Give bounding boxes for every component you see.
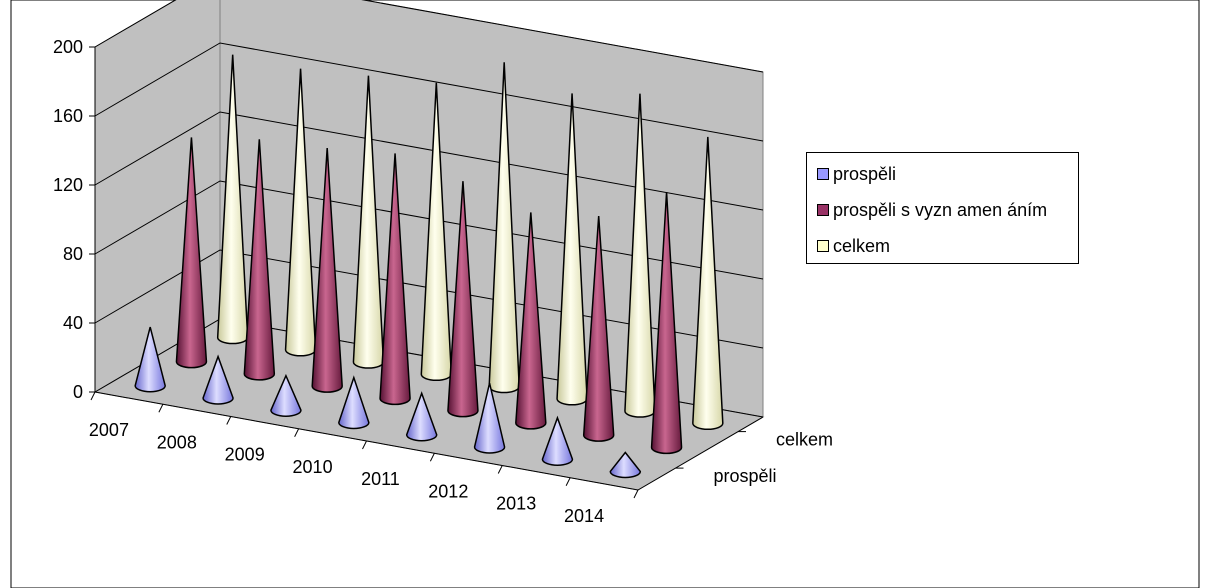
y-tick-label: 120 — [53, 175, 83, 195]
legend-label: prospěli — [833, 163, 897, 184]
cone-body — [270, 373, 302, 417]
x-tick — [158, 404, 164, 413]
cone-prospěli-s-vyznamenáním-2012 — [515, 212, 547, 430]
depth-tick-label: prospěli — [714, 466, 777, 486]
cone-body — [175, 137, 208, 369]
cone-body — [243, 139, 276, 381]
x-tick-label: 2011 — [361, 469, 400, 489]
gridline-200 — [94, 0, 764, 73]
cone-prospěli-2008 — [202, 354, 234, 405]
cone-body — [650, 192, 683, 455]
legend-item-prospeli: prospěli — [817, 163, 896, 185]
legend-swatch-prospeli — [817, 168, 829, 180]
x-tick-label: 2009 — [225, 445, 265, 465]
x-tick — [565, 477, 571, 486]
cone-body — [311, 148, 343, 393]
x-tick — [633, 489, 639, 499]
x-tick — [90, 391, 96, 401]
x-tick — [362, 440, 367, 450]
cone-body — [379, 153, 411, 406]
cone-body — [515, 212, 547, 430]
cone-prospěli-2012 — [473, 382, 506, 454]
legend-swatch-celkem — [817, 240, 829, 252]
x-tick — [497, 465, 503, 474]
cone-prospěli-2010 — [338, 375, 370, 430]
x-tick — [294, 428, 300, 437]
cone-prospěli-2009 — [270, 373, 302, 417]
cone-prospěli-s-vyznamenáním-2007 — [175, 137, 208, 369]
cone-body — [473, 382, 506, 454]
x-tick-label: 2013 — [496, 494, 536, 514]
cone-body — [609, 451, 642, 479]
y-tick-label: 40 — [63, 313, 83, 333]
gridline-80 — [94, 180, 764, 280]
y-tick-label: 200 — [53, 37, 83, 57]
x-tick-label: 2014 — [564, 506, 604, 526]
legend-swatch-prospeli-s-vyznamenanim — [817, 204, 829, 216]
cone-prospěli-s-vyznamenáním-2010 — [379, 153, 411, 406]
cone-prospěli-s-vyznamenáním-2014 — [650, 192, 683, 455]
cone-prospěli-2011 — [405, 391, 438, 442]
x-tick — [429, 453, 435, 462]
x-tick-label: 2010 — [293, 457, 333, 477]
legend-item-celkem: celkem — [817, 235, 890, 257]
y-axis: 0 40 80 120 160 200 — [53, 37, 96, 402]
cone-body — [134, 326, 166, 393]
cone-series — [134, 54, 724, 479]
depth-axis: prospěli celkem — [637, 416, 833, 491]
cone-body — [692, 136, 724, 431]
y-tick-label: 160 — [53, 106, 83, 126]
cone-prospěli-s-vyznamenáním-2009 — [311, 148, 343, 393]
x-tick-label: 2012 — [428, 481, 468, 501]
legend: prospěli prospěli s vyzn amen áním celke… — [806, 152, 1079, 264]
depth-axis-line — [637, 416, 764, 491]
cone-prospěli-2014 — [609, 451, 642, 479]
cone-body — [541, 415, 574, 466]
legend-label: celkem — [833, 235, 891, 256]
cone-celkem-2014 — [692, 136, 724, 431]
y-tick-label: 80 — [63, 244, 83, 264]
cone-body — [202, 354, 234, 405]
gridline-120 — [94, 111, 764, 211]
cone-body — [582, 215, 615, 442]
x-tick — [226, 416, 232, 425]
cone-body — [405, 391, 438, 442]
x-axis: 2007 2008 2009 2010 2011 2012 2013 2014 — [89, 391, 639, 526]
cone-prospěli-s-vyznamenáním-2008 — [243, 139, 276, 381]
chart-border — [10, 0, 1200, 588]
cone-prospěli-s-vyznamenáním-2011 — [447, 181, 479, 418]
gridline-160 — [94, 42, 764, 142]
legend-item-prospeli-s-vyznamenanim: prospěli s vyzn amen áním — [817, 199, 1047, 221]
cone-prospěli-2013 — [541, 415, 574, 466]
cone-body — [447, 181, 479, 418]
y-tick-label: 0 — [73, 382, 83, 402]
depth-tick-label: celkem — [776, 430, 833, 450]
cone-body — [338, 375, 370, 430]
legend-label: prospěli s vyzn amen áním — [833, 199, 1048, 220]
x-tick-label: 2008 — [157, 432, 197, 452]
cone-prospěli-s-vyznamenáním-2013 — [582, 215, 615, 442]
x-tick-label: 2007 — [89, 420, 129, 440]
cone-prospěli-2007 — [134, 326, 166, 393]
